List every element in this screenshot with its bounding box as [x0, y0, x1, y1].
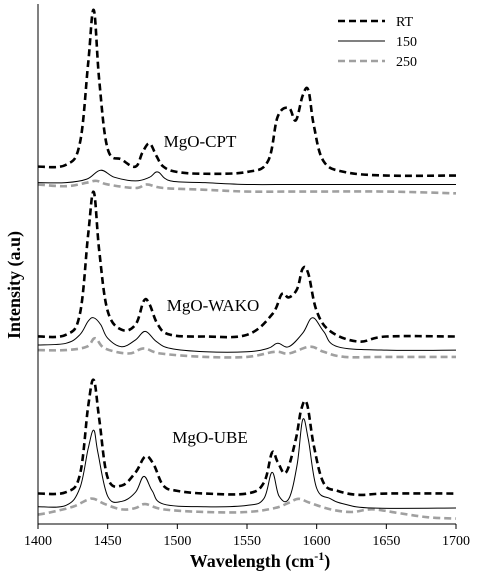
- axes-layer: [37, 4, 457, 529]
- x-tick-label: 1500: [163, 534, 191, 549]
- x-tick-label: 1600: [303, 534, 331, 549]
- x-axis-title: Wavelength (cm-1): [190, 549, 330, 572]
- series-layer: [37, 8, 457, 520]
- panel-label: MgO-UBE: [172, 428, 248, 447]
- legend: RT 150 250: [338, 15, 417, 70]
- series-line-mgo-cpt-250: [37, 179, 457, 195]
- x-tick-label: 1650: [372, 534, 400, 549]
- series-line-mgo-cpt-rt: [37, 8, 457, 178]
- series-line-mgo-ube-250: [37, 497, 457, 520]
- series-line-mgo-wako-250: [37, 336, 456, 359]
- x-tick-label: 1400: [24, 534, 52, 549]
- panel-mgo-ube: [37, 378, 457, 520]
- panel-mgo-wako: [37, 190, 457, 359]
- series-line-mgo-wako-rt: [37, 190, 457, 343]
- series-line-mgo-ube-rt: [37, 378, 457, 497]
- x-tick-label: 1700: [442, 534, 470, 549]
- panel-label: MgO-WAKO: [167, 296, 260, 315]
- series-line-mgo-wako-150: [37, 317, 457, 353]
- legend-label: 250: [396, 55, 417, 70]
- legend-label: RT: [396, 15, 413, 30]
- x-tick-label: 1450: [94, 534, 122, 549]
- y-axis-title: Intensity (a.u): [4, 231, 25, 339]
- panel-mgo-cpt: [37, 8, 457, 195]
- series-line-mgo-cpt-150: [37, 169, 456, 186]
- series-line-mgo-ube-150: [37, 418, 457, 509]
- text-layer: MgO-CPT MgO-WAKO MgO-UBE 1400 1450 1500 1550 16…: [4, 15, 470, 572]
- legend-label: 150: [396, 35, 417, 50]
- panel-label: MgO-CPT: [164, 132, 237, 151]
- x-tick-label: 1550: [233, 534, 261, 549]
